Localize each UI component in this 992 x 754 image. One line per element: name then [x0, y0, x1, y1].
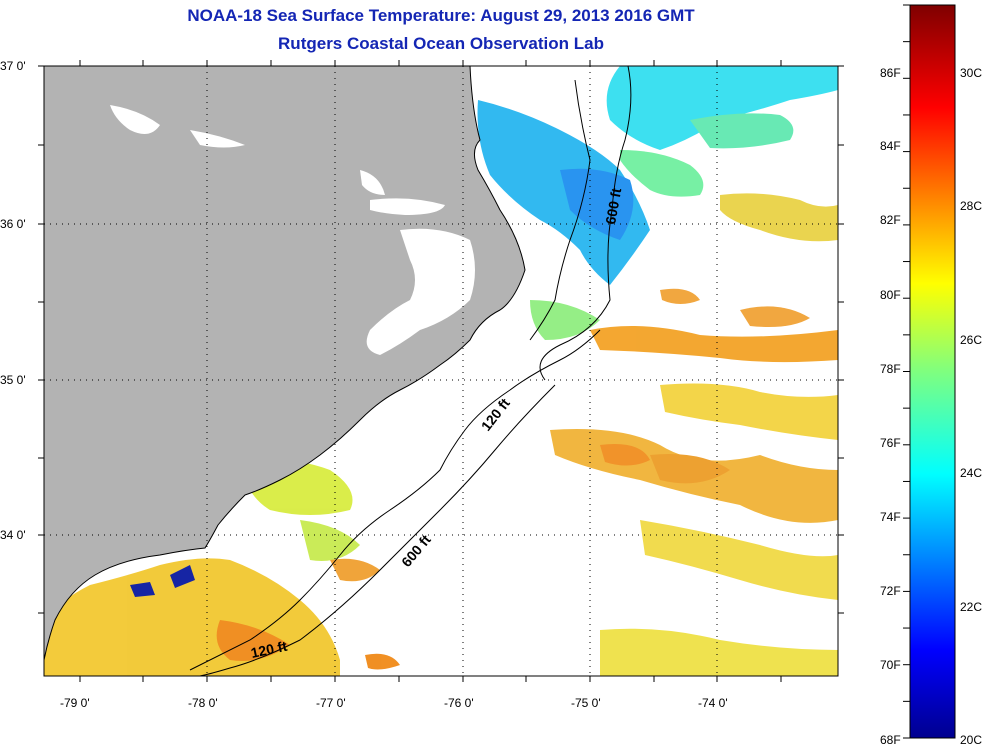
contour-600ft-north	[539, 66, 632, 381]
inland-lake	[110, 105, 160, 134]
pamlico-sound	[366, 228, 475, 355]
lat-label: 37 0'	[0, 59, 26, 73]
inland-lake	[360, 170, 385, 195]
colorbar-c-label: 26C	[960, 333, 983, 347]
sst-patch	[590, 326, 838, 363]
sst-patch	[660, 288, 700, 304]
sst-patch	[560, 168, 634, 240]
sst-patch	[660, 383, 838, 440]
colorbar-c-label: 22C	[960, 600, 983, 614]
sst-patch	[470, 66, 838, 150]
colorbar-c-label: 30C	[960, 66, 983, 80]
coastline	[44, 66, 526, 661]
colorbar-f-label: 70F	[880, 658, 901, 672]
lon-label: -79 0'	[60, 696, 90, 710]
graticule	[44, 66, 838, 676]
sst-patch	[740, 306, 810, 327]
colorbar-f-label: 78F	[880, 362, 901, 376]
contour-label: 120 ft	[249, 638, 288, 661]
figure-subtitle: Rutgers Coastal Ocean Observation Lab	[278, 34, 604, 53]
sst-pixels-offshore	[550, 193, 838, 676]
lat-label: 34 0'	[0, 528, 26, 542]
sst-patch	[640, 520, 838, 600]
lon-label: -77 0'	[316, 696, 346, 710]
lon-label: -78 0'	[188, 696, 218, 710]
sst-patch	[365, 653, 400, 670]
axis-ticks	[38, 60, 844, 682]
sst-patch	[530, 300, 600, 340]
contour-600ft-south	[199, 384, 556, 676]
sst-patch	[300, 520, 360, 561]
albemarle-sound	[370, 198, 445, 215]
colorbar-c-label: 20C	[960, 733, 983, 747]
colorbar-c-label: 28C	[960, 199, 983, 213]
contour-label: 600 ft	[602, 186, 624, 225]
colorbar-f-label: 82F	[880, 213, 901, 227]
lon-label: -74 0'	[698, 696, 728, 710]
sst-patch	[216, 620, 290, 661]
sst-patch	[130, 582, 155, 597]
bathymetry-contours	[44, 66, 632, 676]
colorbar-f-label: 86F	[880, 66, 901, 80]
colorbar-f-label: 76F	[880, 436, 901, 450]
sst-patch	[600, 444, 650, 466]
sst-patch	[690, 113, 794, 149]
colorbar-f-label: 68F	[880, 733, 901, 747]
sst-patch	[477, 100, 650, 285]
colorbar-f-label: 80F	[880, 288, 901, 302]
lat-label: 35 0'	[0, 373, 26, 387]
sst-patch	[170, 565, 195, 588]
sst-patch	[330, 558, 380, 582]
sst-patch	[720, 193, 838, 242]
lat-label: 36 0'	[0, 217, 26, 231]
inland-lake	[190, 130, 245, 148]
contour-120ft	[189, 329, 601, 671]
sst-patch	[600, 628, 838, 676]
colorbar-f-label: 72F	[880, 584, 901, 598]
map-panel	[44, 66, 838, 676]
colorbar-f-label: 74F	[880, 510, 901, 524]
sst-patch	[620, 150, 704, 197]
outer-banks	[529, 79, 591, 341]
colorbar-c-label: 24C	[960, 466, 983, 480]
lon-label: -75 0'	[571, 696, 601, 710]
colorbar	[909, 4, 956, 739]
colorbar-ticks	[903, 4, 910, 739]
lon-label: -76 0'	[444, 696, 474, 710]
figure-title: NOAA-18 Sea Surface Temperature: August …	[187, 6, 695, 25]
colorbar-f-label: 84F	[880, 139, 901, 153]
sst-patch	[650, 454, 730, 484]
map-frame	[43, 65, 839, 677]
